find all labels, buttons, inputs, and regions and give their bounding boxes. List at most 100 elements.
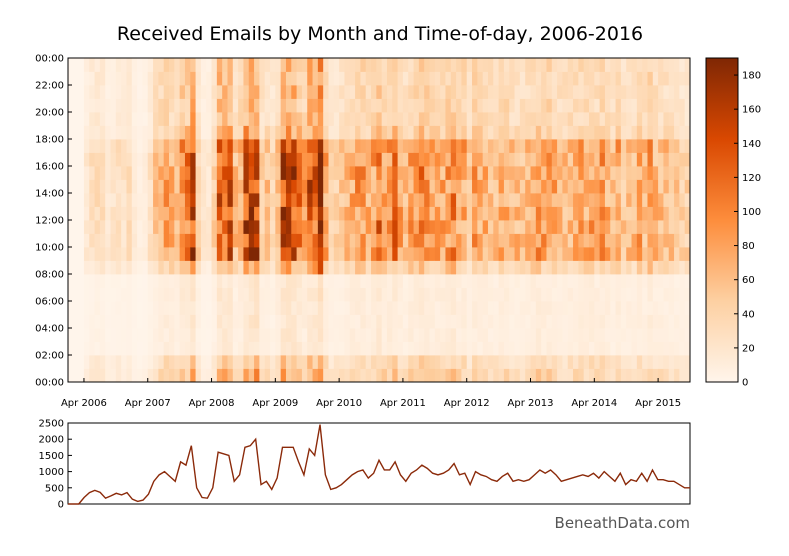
heatmap-cell — [184, 287, 191, 302]
heatmap-cell — [684, 341, 691, 356]
heatmap-cell — [131, 139, 138, 153]
heatmap-cell — [200, 166, 207, 180]
heatmap-cell — [259, 355, 266, 369]
heatmap-cell — [142, 287, 149, 302]
heatmap-cell — [445, 58, 452, 72]
heatmap-cell — [642, 355, 648, 369]
heatmap-x-tick-label: Apr 2010 — [316, 398, 362, 409]
heatmap-cell — [264, 314, 271, 329]
heatmap-cell — [477, 355, 484, 369]
heatmap-cell — [126, 85, 133, 99]
heatmap-cell — [652, 220, 659, 234]
heatmap-cell — [333, 287, 340, 302]
heatmap-cell — [248, 314, 255, 329]
heatmap-cell — [78, 125, 85, 140]
heatmap-cell — [525, 152, 531, 167]
heatmap-cell — [232, 247, 239, 261]
heatmap-cell — [482, 206, 489, 221]
heatmap-cell — [456, 355, 462, 369]
heatmap-cell — [317, 355, 324, 369]
heatmap-cell — [551, 166, 558, 180]
heatmap-cell — [402, 274, 409, 288]
heatmap-cell — [461, 152, 468, 167]
heatmap-cell — [68, 260, 74, 275]
heatmap-cell — [631, 220, 638, 234]
heatmap-cell — [142, 355, 149, 369]
heatmap-cell — [487, 85, 494, 99]
heatmap-cell — [174, 152, 181, 167]
heatmap-cell — [270, 274, 276, 288]
heatmap-cell — [674, 328, 680, 342]
heatmap-cell — [594, 314, 601, 329]
heatmap-cell — [647, 260, 654, 275]
heatmap-cell — [365, 98, 372, 113]
heatmap-cell — [232, 112, 239, 126]
heatmap-cell — [232, 355, 239, 369]
heatmap-cell — [418, 220, 425, 234]
heatmap-cell — [615, 341, 622, 356]
heatmap-cell — [498, 314, 505, 329]
heatmap-cell — [663, 112, 670, 126]
heatmap-cell — [658, 287, 664, 302]
heatmap-cell — [573, 341, 579, 356]
heatmap-cell — [684, 233, 691, 248]
heatmap-cell — [115, 260, 122, 275]
heatmap-cell — [110, 247, 117, 261]
heatmap-cell — [402, 206, 409, 221]
heatmap-cell — [674, 220, 680, 234]
heatmap-cell — [674, 166, 680, 180]
heatmap-cell — [381, 287, 388, 302]
heatmap-cell — [493, 139, 500, 153]
heatmap-cell — [546, 368, 553, 383]
heatmap-cell — [615, 233, 622, 248]
heatmap-cell — [557, 139, 563, 153]
heatmap-cell — [424, 112, 430, 126]
heatmap-cell — [535, 247, 542, 261]
heatmap-cell — [200, 71, 207, 86]
heatmap-cell — [472, 328, 478, 342]
heatmap-cell — [573, 166, 579, 180]
heatmap-cell — [174, 301, 181, 315]
heatmap-cell — [615, 206, 622, 221]
heatmap-cell — [679, 274, 686, 288]
heatmap-cell — [578, 166, 585, 180]
heatmap-cell — [461, 220, 468, 234]
heatmap-cell — [530, 139, 537, 153]
heatmap-cell — [530, 112, 537, 126]
heatmap-cell — [142, 341, 149, 356]
heatmap-cell — [222, 152, 228, 167]
heatmap-cell — [110, 260, 117, 275]
heatmap-cell — [158, 58, 165, 72]
heatmap-cell — [243, 98, 250, 113]
heatmap-cell — [126, 247, 133, 261]
heatmap-cell — [307, 112, 313, 126]
heatmap-cell — [472, 368, 478, 383]
heatmap-cell — [296, 112, 303, 126]
heatmap-cell — [232, 179, 239, 194]
heatmap-cell — [94, 125, 101, 140]
heatmap-cell — [599, 287, 606, 302]
heatmap-cell — [110, 368, 117, 383]
heatmap-cell — [647, 179, 654, 194]
heatmap-cell — [663, 260, 670, 275]
heatmap-cell — [339, 85, 345, 99]
heatmap-cell — [169, 301, 175, 315]
heatmap-y-tick-label: 08:00 — [35, 270, 64, 281]
heatmap-cell — [222, 368, 228, 383]
heatmap-cell — [535, 355, 542, 369]
heatmap-cell — [604, 139, 611, 153]
heatmap-cell — [541, 98, 547, 113]
heatmap-cell — [211, 355, 218, 369]
heatmap-cell — [105, 314, 111, 329]
heatmap-cell — [307, 368, 313, 383]
heatmap-cell — [434, 233, 441, 248]
heatmap-cell — [121, 274, 127, 288]
heatmap-cell — [647, 328, 654, 342]
heatmap-cell — [674, 112, 680, 126]
heatmap-cell — [493, 274, 500, 288]
heatmap-cell — [275, 368, 282, 383]
heatmap-cell — [105, 274, 111, 288]
heatmap-cell — [530, 260, 537, 275]
heatmap-cell — [254, 341, 260, 356]
heatmap-cell — [392, 139, 399, 153]
